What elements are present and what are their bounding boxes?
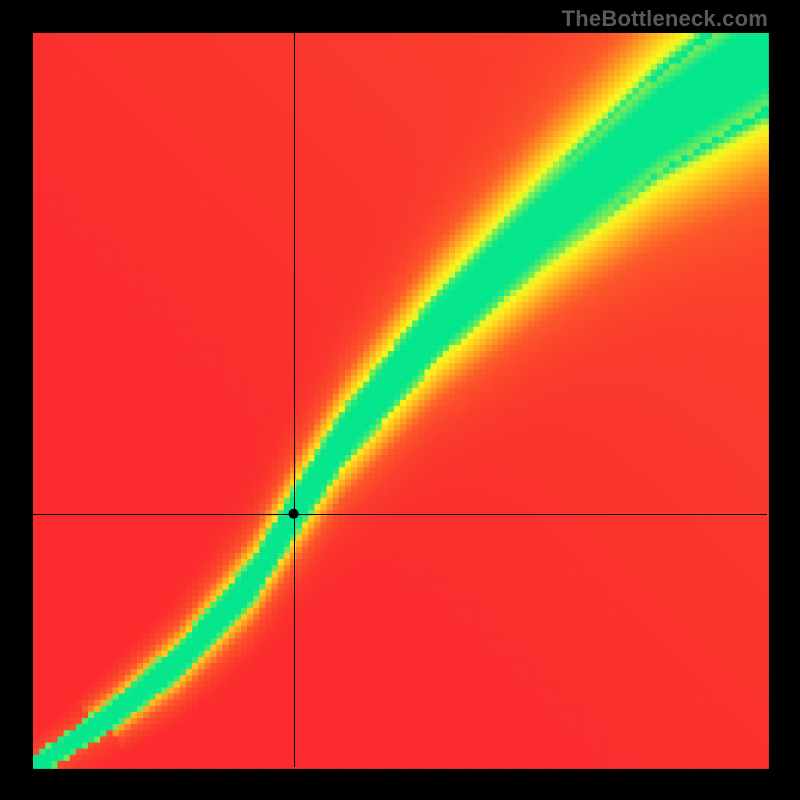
watermark-text: TheBottleneck.com xyxy=(562,6,768,32)
bottleneck-heatmap xyxy=(0,0,800,800)
chart-container: TheBottleneck.com xyxy=(0,0,800,800)
